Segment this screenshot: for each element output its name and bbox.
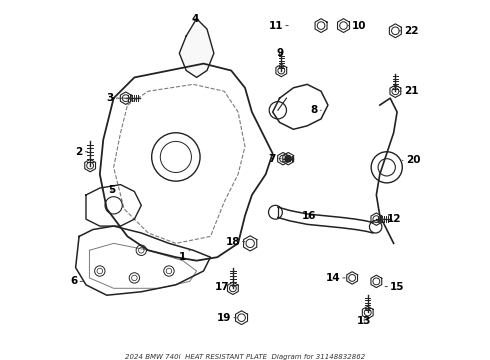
Text: 14: 14	[325, 273, 345, 283]
Text: 1: 1	[179, 251, 190, 262]
Text: 20: 20	[402, 156, 420, 165]
Text: 16: 16	[302, 211, 316, 221]
Text: 15: 15	[385, 282, 405, 292]
Text: 9: 9	[276, 48, 283, 58]
Text: 13: 13	[357, 316, 371, 326]
Text: 6: 6	[70, 276, 82, 287]
Text: 12: 12	[382, 214, 401, 224]
Text: 2: 2	[75, 147, 88, 157]
Text: 8: 8	[310, 105, 321, 115]
Text: 21: 21	[399, 86, 418, 96]
Text: 5: 5	[108, 185, 116, 195]
Polygon shape	[179, 19, 214, 77]
Text: 4: 4	[191, 14, 198, 24]
Text: 19: 19	[217, 313, 236, 323]
Text: 2024 BMW 740i  HEAT RESISTANT PLATE  Diagram for 31148832862: 2024 BMW 740i HEAT RESISTANT PLATE Diagr…	[125, 354, 365, 360]
Text: 11: 11	[269, 21, 288, 31]
Text: 22: 22	[399, 26, 418, 36]
Text: 7: 7	[269, 154, 281, 164]
Text: 17: 17	[215, 282, 235, 292]
Text: 10: 10	[348, 21, 367, 31]
Text: 18: 18	[225, 237, 245, 247]
Text: 3: 3	[106, 93, 130, 103]
